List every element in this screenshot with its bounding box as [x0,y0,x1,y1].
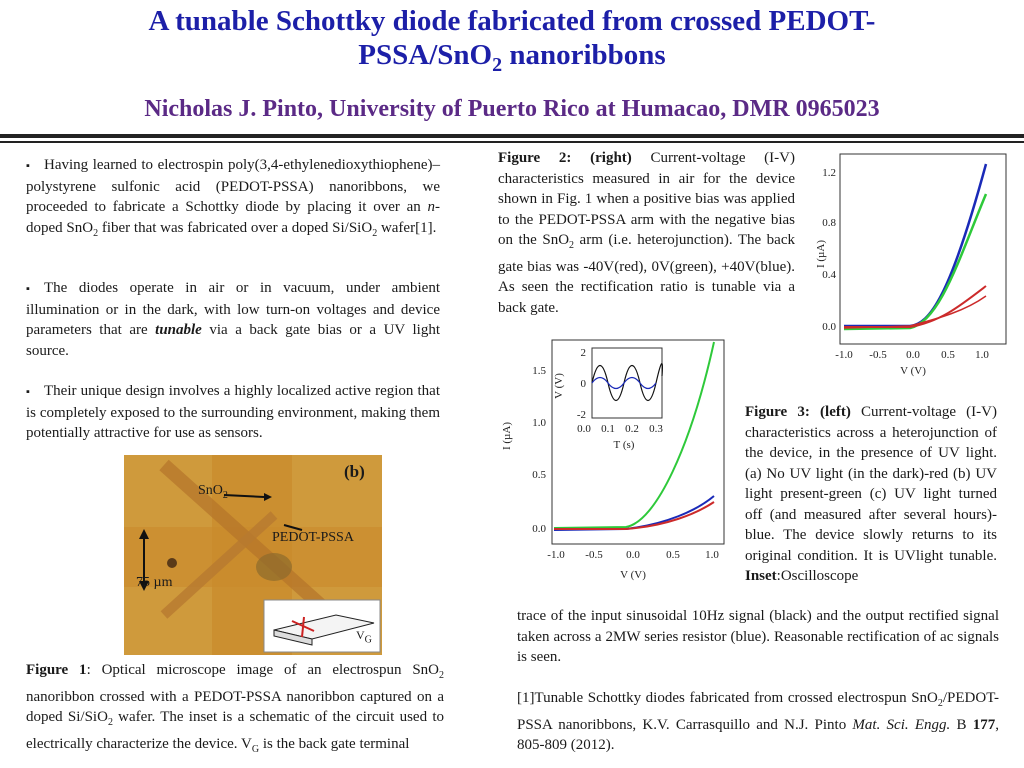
photo-panel-label: (b) [344,462,365,481]
x-tick: 0.0 [906,349,920,361]
figure-1-caption: Figure 1: Optical microscope image of an… [26,662,445,755]
x-tick: 0.5 [666,549,680,561]
series-red [554,501,715,530]
series-red [844,285,987,328]
series-red-return [843,295,987,329]
y-tick: 0.8 [822,217,836,229]
bullet-icon: ▪ [26,160,30,172]
inset-y-tick: 0 [581,378,587,390]
bullet-1: ▪ Having learned to electrospin poly(3,4-… [26,157,440,239]
y-tick: 0.4 [822,269,836,281]
figure-3-graph: I (µA) 1.5 1.0 0.5 0.0 -1.0 -0.5 0.0 0.5… [501,339,725,581]
x-tick: 0.0 [626,549,640,561]
series-green [553,341,715,529]
inset-y-label: V (V) [553,373,565,399]
bullet-icon: ▪ [26,283,30,295]
y-tick: 1.0 [532,417,546,429]
figure-3-caption: Figure 3: (left) Current-voltage (I-V) c… [745,404,997,584]
reference: [1]Tunable Schottky diodes fabricated fr… [517,690,999,753]
figure-2-graph: I (µA) 1.2 0.8 0.4 0.0 -1.0 -0.5 0.0 0.5… [815,153,1007,377]
x-tick: -0.5 [585,549,603,561]
x-tick: -0.5 [869,349,887,361]
figure-3-caption-continued: trace of the input sinusoidal 10Hz signa… [517,608,999,665]
inset-output-signal [591,376,657,390]
x-tick: -1.0 [547,549,565,561]
inset-y-tick: 2 [581,347,587,359]
page-title: A tunable Schottky diode fabricated from… [0,4,1024,82]
inset-input-signal [591,363,663,402]
x-tick: 1.0 [975,349,989,361]
x-tick: 1.0 [705,549,719,561]
inset-x-label: T (s) [614,439,635,451]
inset-frame [591,347,663,419]
x-tick: -1.0 [835,349,853,361]
y-tick: 0.0 [532,523,546,535]
plot-frame [551,339,725,545]
bullet-2: ▪ The diodes operate in air or in vacuum,… [26,280,440,359]
author-line: Nicholas J. Pinto, University of Puerto … [144,96,880,122]
y-tick: 1.2 [822,167,836,179]
pedot-label: PEDOT-PSSA [272,530,354,545]
bullet-icon: ▪ [26,386,30,398]
title-line-2: PSSA/SnO2 nanoribbons [358,39,666,76]
x-tick: 0.5 [941,349,955,361]
inset-x-tick: 0.2 [625,423,639,435]
y-tick: 0.5 [532,469,546,481]
inset-x-tick: 0.3 [649,423,663,435]
x-axis-label: V (V) [900,365,926,377]
scale-label: 75 µm [136,575,173,590]
y-axis-label: I (µA) [501,422,513,450]
sno2-label: SnO2 [198,483,228,501]
microscope-image [124,455,382,655]
x-axis-label: V (V) [620,569,646,581]
y-tick: 0.0 [822,321,836,333]
header-divider-thin [0,141,1024,143]
inset-y-tick: -2 [577,409,586,421]
inset-gate-label: VG [356,628,372,646]
y-axis-label: I (µA) [815,240,827,268]
figure-2-caption: Figure 2: (right) Current-voltage (I-V) … [498,150,795,316]
plot-frame [839,153,1007,345]
header-divider [0,134,1024,138]
y-tick: 1.5 [532,365,546,377]
inset-x-tick: 0.0 [577,423,591,435]
title-line-1: A tunable Schottky diode fabricated from… [148,5,876,37]
bullet-3: ▪ Their unique design involves a highly l… [26,383,440,441]
inset-x-tick: 0.1 [601,423,615,435]
